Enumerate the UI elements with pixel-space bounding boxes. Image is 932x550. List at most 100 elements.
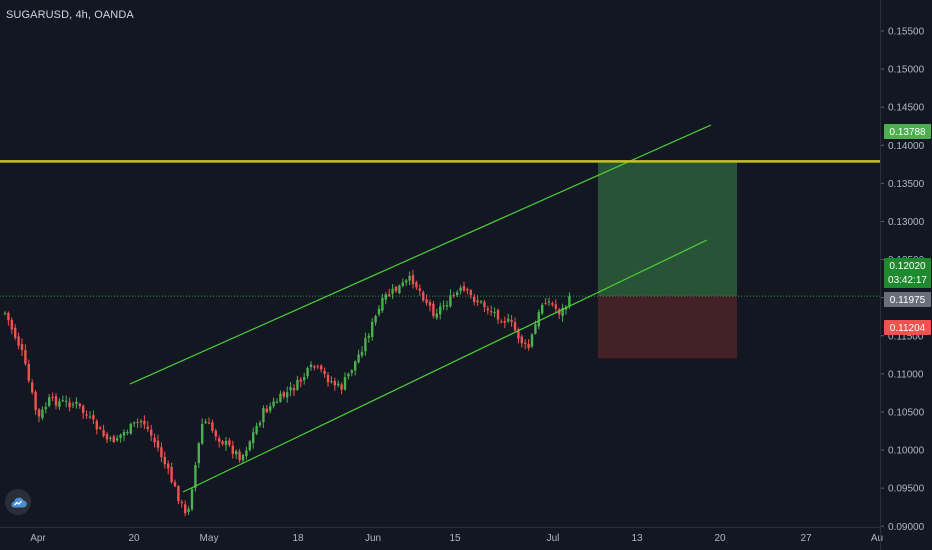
candle-body bbox=[71, 404, 75, 406]
price-tick-label: 0.10000 bbox=[888, 446, 925, 457]
time-axis[interactable]: Apr 20 May 18 Jun 15 Jul 13 20 27 Au bbox=[30, 533, 883, 544]
candle-body bbox=[513, 322, 517, 331]
candle-body bbox=[126, 431, 129, 433]
candle-body bbox=[534, 324, 537, 334]
candle-body bbox=[65, 400, 68, 402]
candle-body bbox=[95, 421, 98, 430]
candle-body bbox=[360, 351, 364, 356]
stop-zone[interactable] bbox=[598, 296, 737, 359]
candle-body bbox=[320, 365, 323, 370]
candle-body bbox=[48, 397, 51, 406]
candle-body bbox=[551, 303, 554, 305]
candle-body bbox=[85, 414, 88, 416]
candle-body bbox=[167, 463, 170, 469]
candle-body bbox=[51, 396, 54, 398]
time-tick-label: 13 bbox=[631, 533, 643, 544]
candle-body bbox=[248, 441, 251, 450]
candle-body bbox=[37, 409, 41, 417]
candle-body bbox=[517, 329, 520, 339]
candle-body bbox=[323, 370, 326, 375]
candle-body bbox=[547, 301, 551, 303]
bid-price-badge: 0.11975 bbox=[884, 292, 931, 307]
candle-body bbox=[82, 405, 85, 413]
candle-body bbox=[20, 344, 24, 351]
candle-body bbox=[61, 400, 64, 402]
candle-body bbox=[282, 392, 285, 397]
candle-body bbox=[207, 422, 211, 424]
candle-body bbox=[394, 286, 398, 292]
candle-body bbox=[483, 301, 486, 308]
candle-body bbox=[408, 276, 411, 281]
candle-body bbox=[309, 364, 313, 368]
candle-body bbox=[275, 401, 279, 403]
candle-body bbox=[398, 285, 401, 294]
tradingview-logo-icon[interactable] bbox=[5, 489, 31, 515]
candle-body bbox=[462, 286, 466, 291]
candle-body bbox=[422, 292, 425, 301]
candle-body bbox=[374, 315, 377, 323]
candle-body bbox=[371, 321, 374, 337]
candle-body bbox=[265, 408, 268, 413]
price-tick-label: 0.11000 bbox=[888, 369, 924, 380]
candle-body bbox=[289, 387, 292, 391]
target-zone[interactable] bbox=[598, 161, 737, 297]
candle-body bbox=[466, 288, 469, 291]
candle-body bbox=[524, 342, 527, 344]
candle-body bbox=[367, 335, 370, 338]
price-axis[interactable]: 0.15500 0.15000 0.14500 0.14000 0.13500 0.130… bbox=[880, 26, 925, 533]
candle-body bbox=[105, 434, 109, 440]
candle-body bbox=[238, 451, 241, 461]
price-tick-label: 0.13500 bbox=[888, 179, 925, 190]
candle-body bbox=[299, 379, 302, 382]
candle-body bbox=[337, 383, 340, 386]
channel-upper-line[interactable] bbox=[129, 124, 712, 385]
price-tick-label: 0.11500 bbox=[888, 331, 924, 342]
candle-body bbox=[340, 384, 343, 390]
candle-body bbox=[279, 393, 282, 402]
candle-body bbox=[231, 445, 234, 454]
candle-body bbox=[88, 416, 92, 418]
candle-body bbox=[184, 504, 187, 514]
candle-body bbox=[204, 421, 207, 423]
long-position-tool[interactable] bbox=[598, 161, 737, 359]
candle-body bbox=[136, 422, 139, 424]
channel-lower-line[interactable] bbox=[182, 239, 708, 493]
candle-body bbox=[445, 305, 449, 307]
candle-body bbox=[221, 441, 224, 445]
candle-body bbox=[377, 308, 381, 315]
price-tick-label: 0.09500 bbox=[888, 484, 925, 495]
candle-body bbox=[428, 301, 432, 306]
candle-body bbox=[187, 509, 190, 513]
candle-body bbox=[354, 361, 357, 371]
bid-price-label: 0.11975 bbox=[890, 295, 926, 306]
symbol-title[interactable]: SUGARUSD, 4h, OANDA bbox=[6, 9, 134, 21]
candle-body bbox=[58, 401, 61, 407]
candle-body bbox=[31, 382, 34, 393]
candle-body bbox=[568, 296, 571, 307]
candle-body bbox=[211, 422, 214, 431]
candle-body bbox=[129, 423, 132, 434]
candle-body bbox=[292, 388, 296, 391]
candle-body bbox=[469, 290, 472, 295]
candle-body bbox=[109, 437, 112, 439]
candle-body bbox=[201, 423, 204, 444]
candle-body bbox=[241, 455, 245, 461]
candle-body bbox=[180, 501, 183, 503]
candle-body bbox=[544, 303, 547, 305]
candle-body bbox=[170, 466, 173, 483]
candle-body bbox=[17, 336, 20, 346]
candle-body bbox=[401, 282, 404, 286]
candle-body bbox=[41, 409, 44, 419]
candle-body bbox=[286, 392, 289, 398]
candle-body bbox=[473, 296, 476, 302]
candle-body bbox=[432, 303, 435, 317]
candle-body bbox=[44, 406, 47, 410]
candle-body bbox=[228, 440, 231, 446]
candle-body bbox=[347, 373, 350, 377]
time-tick-label: 18 bbox=[292, 533, 304, 544]
current-price-label: 0.12020 bbox=[889, 261, 926, 272]
candle-body bbox=[479, 301, 483, 303]
candle-body bbox=[252, 432, 255, 444]
candle-body bbox=[75, 401, 78, 404]
